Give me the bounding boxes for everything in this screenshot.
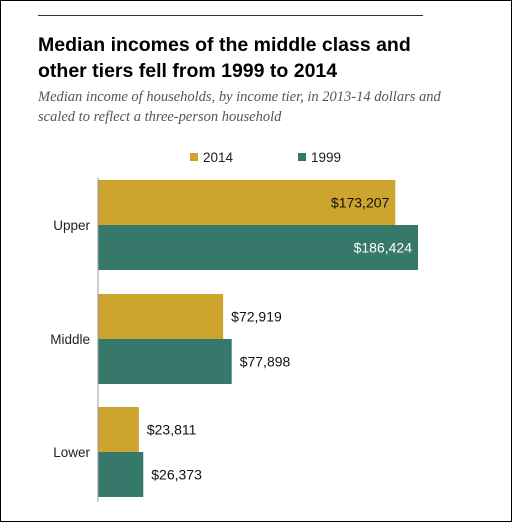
bar-middle-2014	[98, 294, 224, 339]
value-label-lower-2014: $23,811	[147, 422, 197, 438]
bar-lower-2014	[98, 407, 139, 452]
legend-swatch-1999	[298, 153, 306, 161]
legend-swatch-2014	[190, 153, 198, 161]
value-label-upper-1999: $186,424	[354, 240, 413, 256]
bar-lower-1999	[98, 452, 144, 497]
category-label-lower: Lower	[53, 445, 90, 460]
value-label-lower-1999: $26,373	[151, 467, 202, 483]
bar-upper-1999	[98, 225, 418, 270]
chart-title: Median incomes of the middle class and o…	[38, 34, 411, 82]
bar-middle-1999	[98, 339, 232, 384]
legend-label-1999: 1999	[311, 150, 341, 165]
legend-label-2014: 2014	[203, 150, 234, 165]
category-label-middle: Middle	[50, 332, 90, 347]
value-label-upper-2014: $173,207	[331, 195, 390, 211]
value-label-middle-1999: $77,898	[240, 354, 291, 370]
top-rule	[38, 15, 423, 16]
value-label-middle-2014: $72,919	[231, 309, 282, 325]
chart-subtitle: Median income of households, by income t…	[38, 89, 441, 125]
bar-upper-2014	[98, 180, 396, 225]
category-label-upper: Upper	[53, 218, 90, 233]
